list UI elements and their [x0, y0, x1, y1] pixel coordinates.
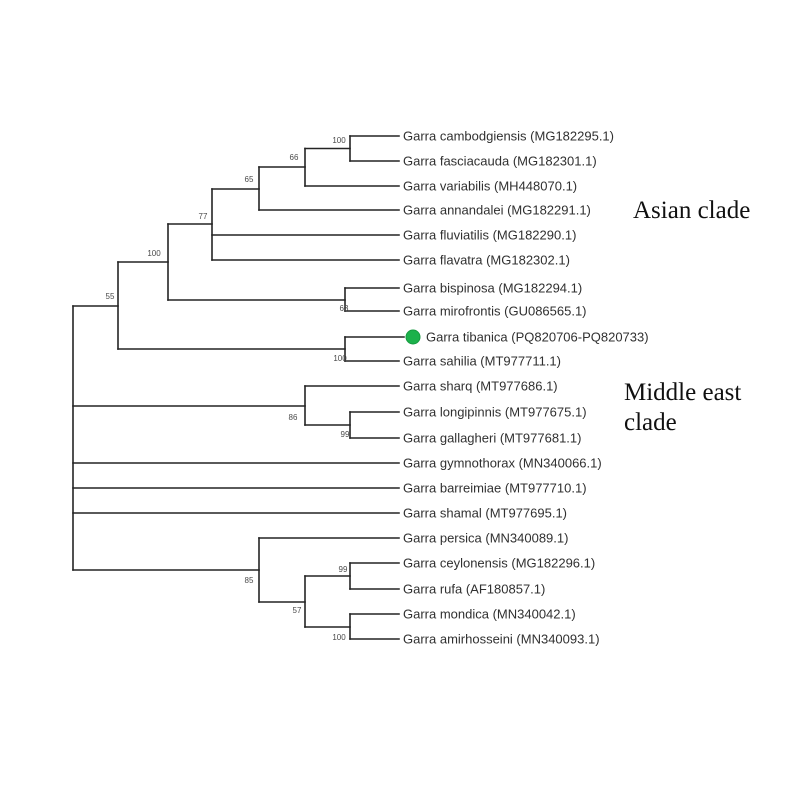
- taxon-label: Garra bispinosa (MG182294.1): [403, 281, 582, 296]
- bootstrap-value: 85: [245, 576, 254, 585]
- taxon-label: Garra mondica (MN340042.1): [403, 607, 576, 622]
- bootstrap-values: 100 66 65 77 100 55 63 100 86 99 99 85 57 100: [106, 136, 350, 642]
- bootstrap-value: 66: [290, 153, 299, 162]
- taxon-label: Garra mirofrontis (GU086565.1): [403, 304, 587, 319]
- taxon-label: Garra gallagheri (MT977681.1): [403, 431, 581, 446]
- taxon-label: Garra persica (MN340089.1): [403, 531, 568, 546]
- taxon-label: Garra shamal (MT977695.1): [403, 506, 567, 521]
- taxon-label: Garra tibanica (PQ820706-PQ820733): [426, 330, 649, 345]
- taxon-label: Garra barreimiae (MT977710.1): [403, 481, 587, 496]
- bootstrap-value: 65: [245, 175, 254, 184]
- clade-label-middle-east: Middle east clade: [624, 378, 741, 438]
- taxon-label: Garra longipinnis (MT977675.1): [403, 405, 587, 420]
- taxon-label: Garra sharq (MT977686.1): [403, 379, 558, 394]
- taxon-label: Garra fluviatilis (MG182290.1): [403, 228, 576, 243]
- taxon-label: Garra ceylonensis (MG182296.1): [403, 556, 595, 571]
- bootstrap-value: 100: [332, 633, 346, 642]
- taxon-label: Garra flavatra (MG182302.1): [403, 253, 570, 268]
- taxon-label: Garra variabilis (MH448070.1): [403, 179, 577, 194]
- taxon-labels: Garra cambodgiensis (MG182295.1) Garra fa…: [403, 129, 649, 647]
- bootstrap-value: 100: [333, 354, 347, 363]
- bootstrap-value: 55: [106, 292, 115, 301]
- bootstrap-value: 57: [293, 606, 302, 615]
- taxon-label: Garra annandalei (MG182291.1): [403, 203, 591, 218]
- bootstrap-value: 99: [341, 430, 350, 439]
- clade-label-middle-east-line1: Middle east: [624, 379, 742, 406]
- bootstrap-value: 77: [199, 212, 208, 221]
- bootstrap-value: 99: [339, 565, 348, 574]
- bootstrap-value: 100: [332, 136, 346, 145]
- bootstrap-value: 63: [340, 304, 349, 313]
- taxon-label: Garra cambodgiensis (MG182295.1): [403, 129, 614, 144]
- bootstrap-value: 86: [289, 413, 298, 422]
- taxon-label: Garra sahilia (MT977711.1): [403, 354, 561, 369]
- highlight-markers: [405, 329, 421, 345]
- tree-branches: [72, 135, 405, 640]
- clade-label-middle-east-line2: clade: [624, 409, 677, 436]
- clade-label-asian: Asian clade: [633, 197, 751, 224]
- taxon-label: Garra gymnothorax (MN340066.1): [403, 456, 602, 471]
- highlighted-taxon-dot: [405, 329, 421, 345]
- bootstrap-value: 100: [147, 249, 161, 258]
- taxon-label: Garra amirhosseini (MN340093.1): [403, 632, 600, 647]
- taxon-label: Garra rufa (AF180857.1): [403, 582, 545, 597]
- taxon-label: Garra fasciacauda (MG182301.1): [403, 154, 597, 169]
